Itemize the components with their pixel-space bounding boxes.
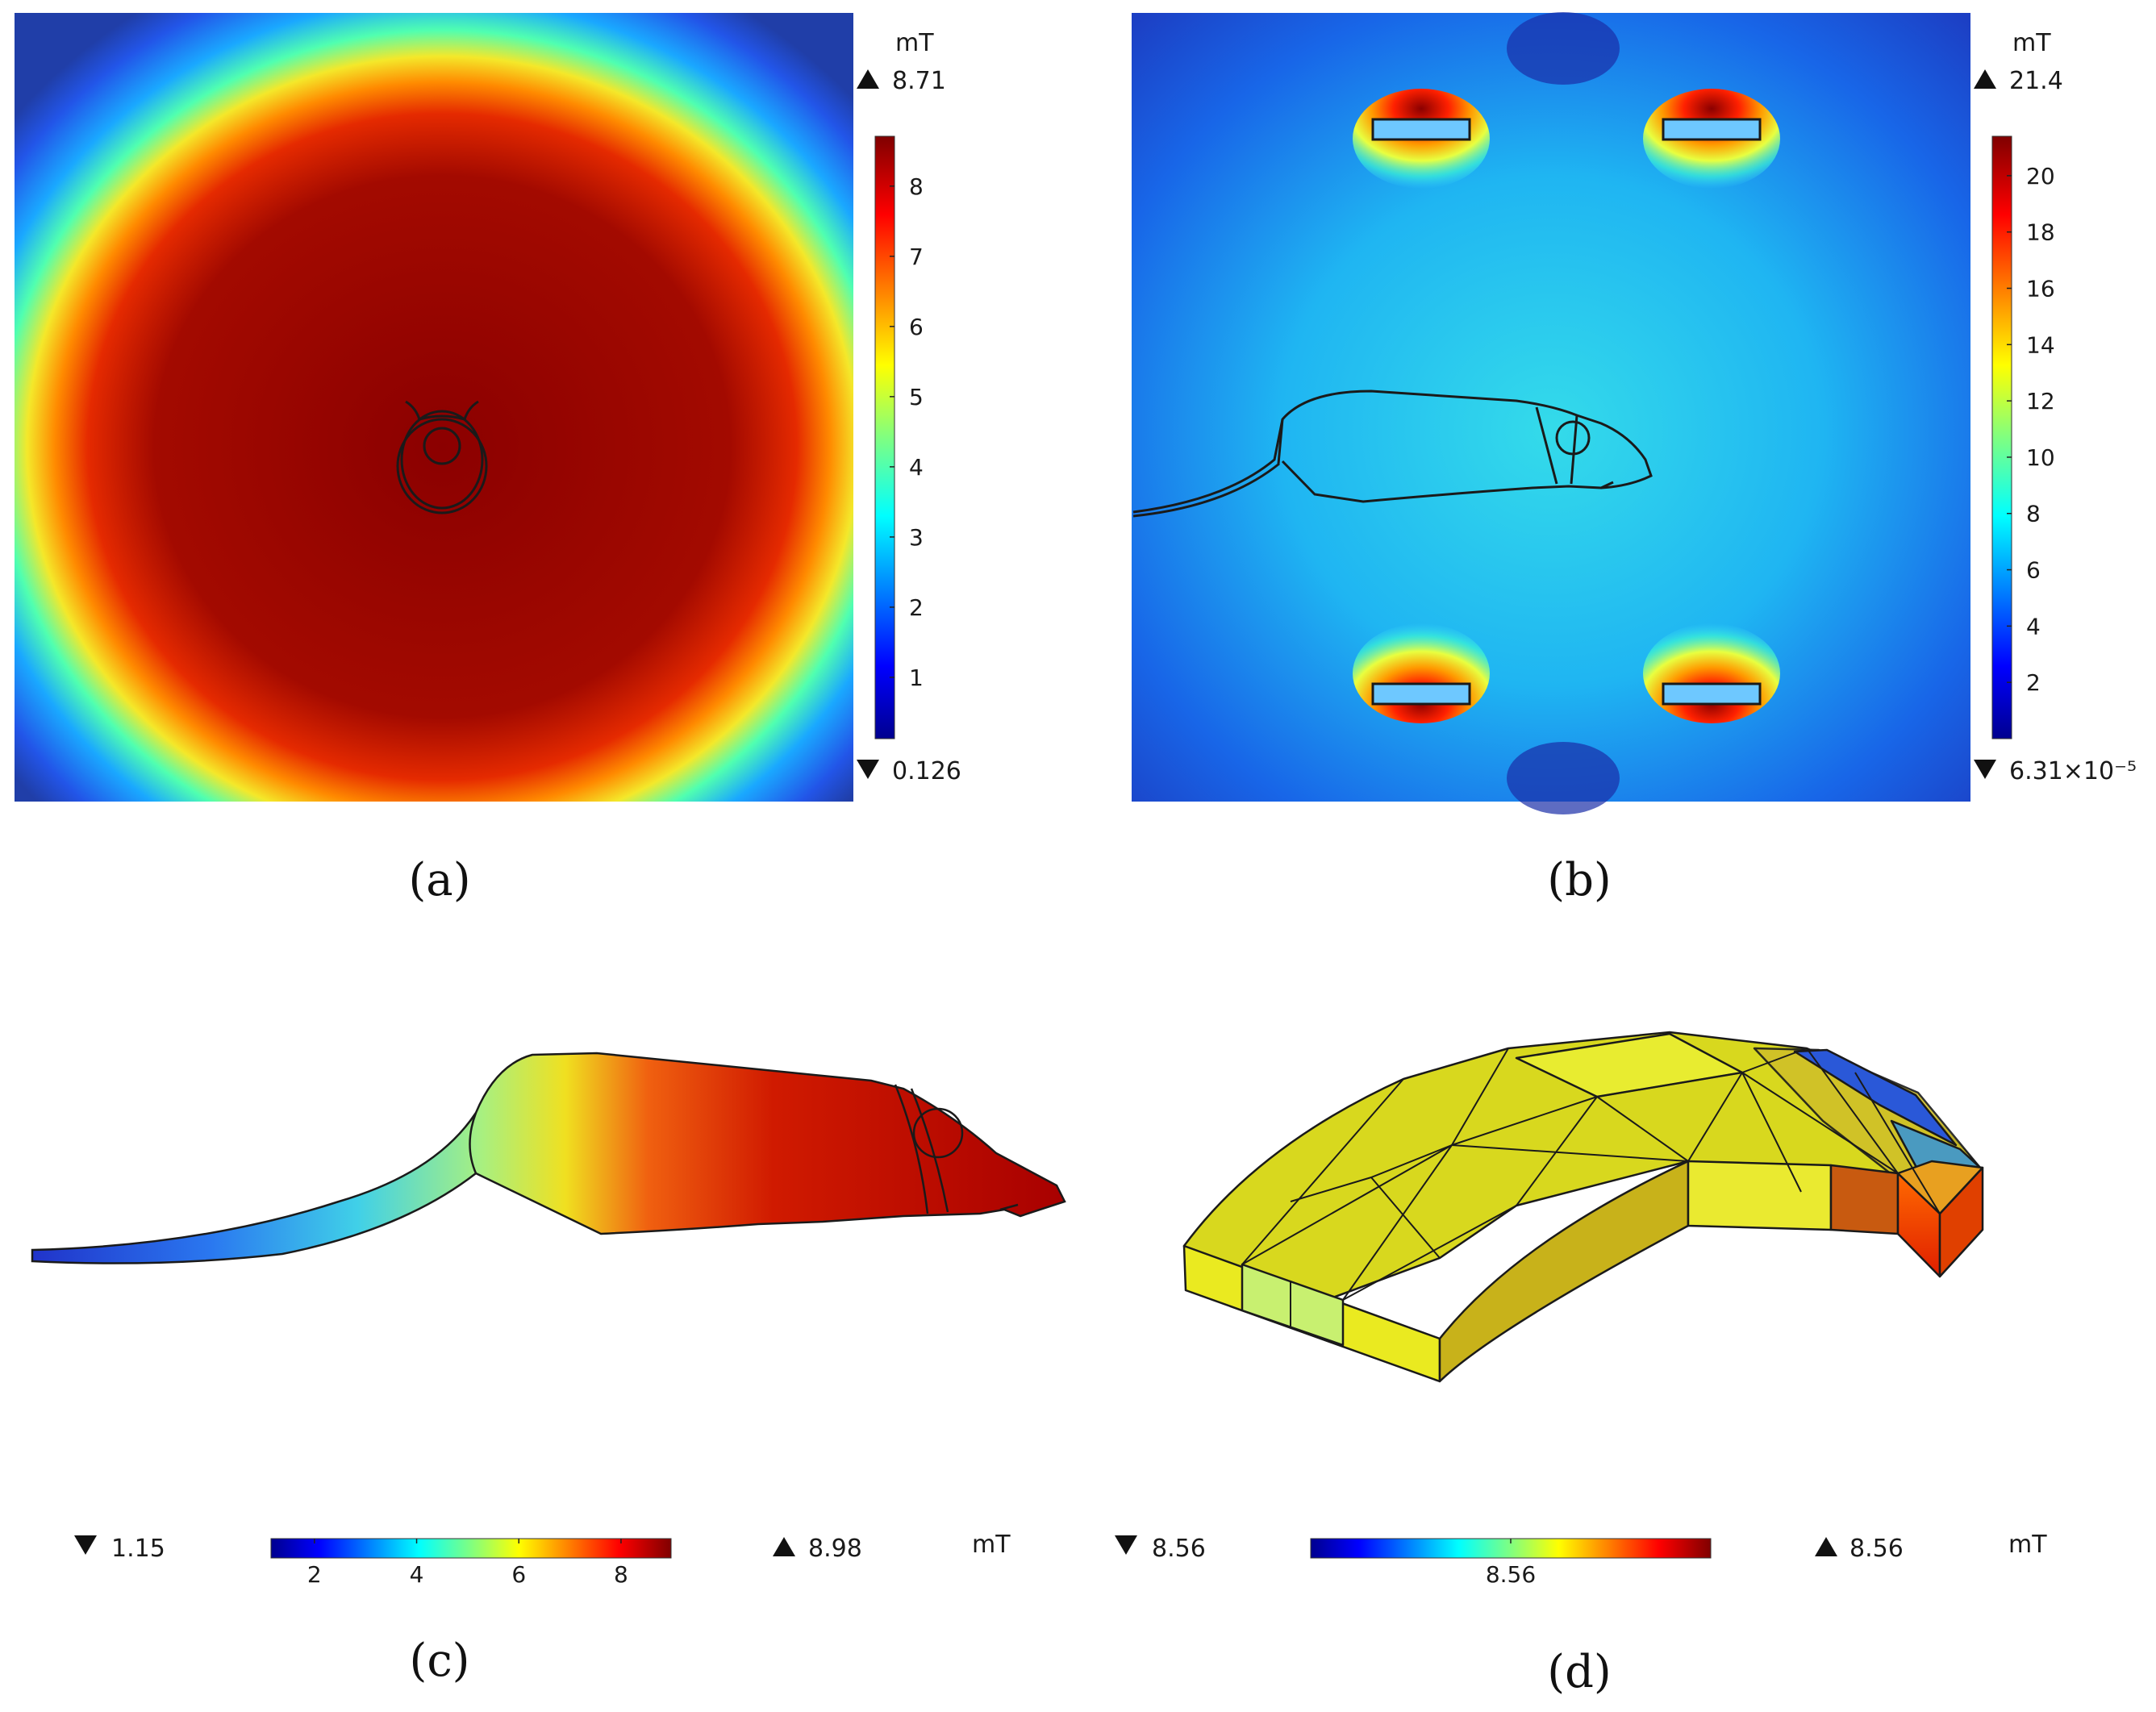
panel-b: mT 21.4 6.31×10⁻⁵ 2 4 6 8 10 12 14 16 18 20 (b) [1132, 12, 2137, 906]
max-marker-icon-a [857, 69, 879, 89]
min-label-d: 8.56 [1152, 1535, 1206, 1563]
max-label-b: 21.4 [2009, 67, 2063, 95]
colorbar-tick-label: 4 [2026, 613, 2041, 639]
colorbar-gradient-d [1310, 1538, 1712, 1559]
max-label-a: 8.71 [892, 67, 946, 95]
colorbar-tick-label: 20 [2026, 163, 2055, 190]
min-marker-icon-d [1115, 1535, 1137, 1555]
mesh-lines-d [1241, 1048, 1941, 1345]
max-marker-icon-c [773, 1537, 795, 1556]
hotspot-b [1353, 623, 1490, 723]
colorbar-b: mT 21.4 6.31×10⁻⁵ 2 4 6 8 10 12 14 16 18 20 [1974, 29, 2137, 785]
panel-c: 1.15 8.98 mT 2 4 6 8 (c) [31, 1052, 1066, 1687]
hotspot-b [1643, 623, 1780, 723]
colorbar-tick-label: 2 [2026, 669, 2041, 696]
colorbar-gradient-c [270, 1538, 672, 1559]
colorbar-a: mT 8.71 0.126 1 2 3 4 5 6 7 8 [857, 29, 961, 785]
low-field-region-b [1507, 742, 1620, 814]
rat-outline-b [1132, 389, 1653, 518]
colorbar-gradient-a [874, 135, 895, 739]
colorbar-tick-label: 6 [2026, 557, 2041, 584]
colorbar-tick-label: 12 [2026, 388, 2055, 414]
rat-surface-c [31, 1052, 1066, 1264]
colorbar-tick-label: 8 [909, 173, 924, 200]
colorbar-tick-label: 8 [2026, 501, 2041, 527]
min-marker-icon-a [857, 760, 879, 779]
panel-d: 8.56 8.56 mT 8.56 (d) [1115, 1031, 2047, 1698]
min-label-c: 1.15 [111, 1535, 165, 1563]
max-label-d: 8.56 [1849, 1535, 1904, 1563]
colorbar-tick-label: 7 [909, 244, 924, 270]
min-label-a: 0.126 [892, 757, 961, 785]
colorbar-tick-label: 4 [909, 454, 924, 481]
colorbar-tick-label: 6 [909, 314, 924, 340]
colorbar-c: 1.15 8.98 mT 2 4 6 8 [74, 1531, 1011, 1588]
unit-label-d: mT [2008, 1531, 2047, 1559]
caption-b: (b) [1547, 854, 1612, 906]
colorbar-tick-label: 4 [410, 1561, 424, 1588]
colorbar-tick-label: 6 [511, 1561, 526, 1588]
unit-label-c: mT [972, 1531, 1011, 1559]
caption-d: (d) [1547, 1646, 1612, 1698]
max-marker-icon-d [1815, 1537, 1837, 1556]
unit-label-b: mT [2012, 29, 2051, 57]
colorbar-tick-label: 1 [909, 664, 924, 691]
max-marker-icon-b [1974, 69, 1996, 89]
colorbar-tick-label: 2 [307, 1561, 322, 1588]
colorbar-tick-label: 14 [2026, 331, 2055, 358]
rat-mesh-lines-c [469, 1084, 1019, 1214]
caption-a: (a) [408, 854, 470, 906]
colorbar-tick-label: 16 [2026, 275, 2055, 302]
field-map-a [15, 13, 853, 802]
colorbar-tick-label: 10 [2026, 444, 2055, 471]
unit-label-a: mT [895, 29, 934, 57]
max-label-c: 8.98 [808, 1535, 862, 1563]
colorbar-tick-label: 5 [909, 384, 924, 410]
min-marker-icon-b [1974, 760, 1996, 779]
colorbar-tick-label: 8 [614, 1561, 628, 1588]
colorbar-tick-label: 8.56 [1486, 1561, 1536, 1588]
caption-c: (c) [409, 1635, 469, 1687]
colorbar-tick-label: 18 [2026, 219, 2055, 246]
low-field-region-b [1507, 12, 1620, 85]
rat-section-outline-a [396, 400, 488, 514]
min-marker-icon-c [74, 1535, 97, 1555]
colorbar-gradient-b [1991, 135, 2012, 739]
colorbar-d: 8.56 8.56 mT 8.56 [1115, 1531, 2047, 1588]
magnets-b [1371, 118, 1762, 706]
panel-a: mT 8.71 0.126 1 2 3 4 5 6 7 8 (a) [15, 13, 961, 906]
colorbar-tick-label: 2 [909, 594, 924, 621]
colorbar-tick-label: 3 [909, 524, 924, 551]
min-label-b: 6.31×10⁻⁵ [2009, 757, 2137, 785]
